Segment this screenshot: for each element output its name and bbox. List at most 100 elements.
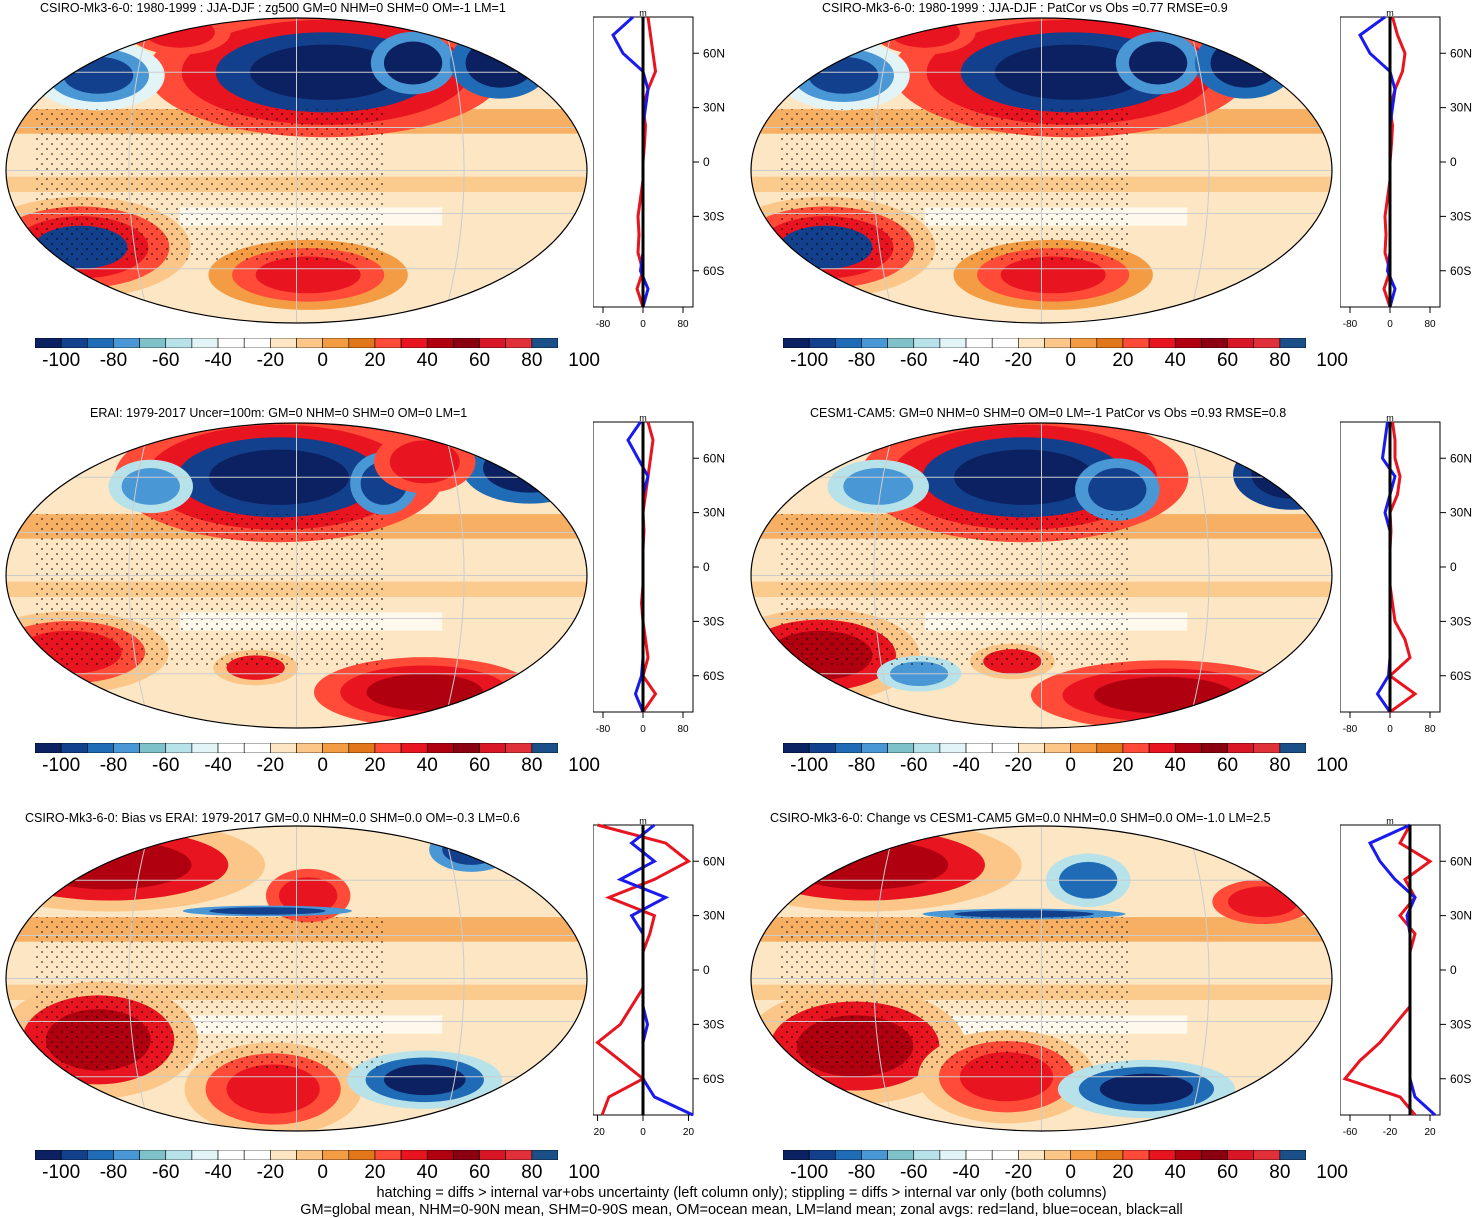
- colorbar-tick-label: -60: [900, 755, 928, 776]
- zonal-lat-label: 60S: [1450, 264, 1471, 278]
- colorbar-swatch: [887, 743, 915, 753]
- colorbar-tick-label: -100: [42, 1162, 81, 1183]
- stippling: [34, 109, 384, 263]
- zonal-lat-label: 30S: [1450, 1017, 1471, 1031]
- stippling: [779, 917, 1129, 1071]
- zonal-ocean-line: [1367, 823, 1437, 1117]
- colorbar-tick-label: 20: [1112, 350, 1134, 371]
- colorbar-tick-label: -20: [256, 755, 285, 776]
- colorbar-tick-label: -20: [1004, 755, 1033, 776]
- colorbar-swatch: [861, 743, 888, 753]
- colorbar-swatch: [348, 743, 376, 753]
- colorbar-swatch: [834, 743, 862, 753]
- colorbar-tick-label: 40: [1164, 350, 1186, 371]
- zonal-lat-label: 30N: [1450, 909, 1472, 923]
- zonal-lat-label: 60N: [703, 854, 725, 868]
- colorbar-swatch: [165, 743, 193, 753]
- zonal-unit: m: [1386, 413, 1394, 423]
- panel-title: ERAI: 1979-2017 Uncer=100m: GM=0 NHM=0 S…: [90, 406, 468, 420]
- colorbar-tick-label: 0: [317, 350, 328, 371]
- colorbar-tick-label: -40: [952, 1162, 980, 1183]
- field-anomaly: [1000, 256, 1106, 294]
- footer-line2: GM=global mean, NHM=0-90N mean, SHM=0-90…: [300, 1202, 1183, 1218]
- colorbar-tick-label: -20: [256, 1162, 285, 1183]
- zonal-lat-label: 30S: [703, 209, 724, 223]
- colorbar-tick-label: 80: [1269, 350, 1291, 371]
- zonal-lat-label: 60N: [1450, 46, 1472, 60]
- colorbar-swatch: [217, 743, 245, 753]
- zonal-x-tick-label: -80: [1343, 319, 1358, 327]
- colorbar-swatch: [531, 1150, 558, 1160]
- colorbar-swatch: [1122, 1150, 1150, 1160]
- field-anomaly: [389, 440, 460, 484]
- zonal-x-tick-label: 0: [640, 319, 646, 327]
- colorbar-swatch: [374, 1150, 402, 1160]
- zonal-lat-label: 0: [1450, 155, 1457, 169]
- field-anomaly: [121, 468, 180, 505]
- map-plot: [750, 825, 1333, 1132]
- zonal-mean-plot: 60N 30N 0 30S 60S -80 0 80 m: [593, 413, 725, 732]
- stippling: [779, 109, 1129, 263]
- colorbar-tick-label: 100: [1316, 350, 1348, 371]
- zonal-lat-label: 30S: [703, 614, 724, 628]
- colorbar-tick-label: 100: [1316, 1162, 1348, 1183]
- colorbar-tick-label: -40: [204, 350, 232, 371]
- colorbar-tick-label: 20: [364, 755, 386, 776]
- zonal-x-tick-label: 0: [640, 1127, 646, 1135]
- colorbar-swatch: [400, 338, 428, 348]
- zonal-x-tick-label: 80: [677, 724, 689, 732]
- colorbar-swatch: [965, 338, 993, 348]
- colorbar-swatch: [348, 1150, 376, 1160]
- colorbar-swatch: [139, 1150, 167, 1160]
- zonal-x-tick-label: -20: [593, 1127, 605, 1135]
- zonal-lat-label: 0: [703, 155, 710, 169]
- colorbar-swatch: [1044, 338, 1071, 348]
- colorbar-swatch: [808, 338, 836, 348]
- zonal-x-tick-label: -20: [1383, 1127, 1398, 1135]
- colorbar-tick-label: -60: [900, 350, 928, 371]
- colorbar-tick-label: 20: [364, 350, 386, 371]
- zonal-land-line: [1387, 421, 1418, 714]
- colorbar-swatch: [1174, 743, 1202, 753]
- field-anomaly: [383, 1064, 466, 1096]
- field-anomaly: [1228, 886, 1299, 918]
- colorbar-tick-label: 100: [568, 755, 600, 776]
- colorbar-tick-label: 80: [521, 755, 543, 776]
- colorbar-tick-label: 60: [1216, 350, 1239, 371]
- colorbar-swatch: [426, 743, 454, 753]
- zonal-x-tick-label: 20: [1424, 1127, 1436, 1135]
- colorbar-tick-label: 60: [468, 1162, 491, 1183]
- colorbar-tick-label: 0: [1065, 350, 1076, 371]
- footer-line1: hatching = diffs > internal var+obs unce…: [376, 1185, 1107, 1201]
- colorbar-swatch: [113, 338, 140, 348]
- colorbar-swatch: [991, 1150, 1019, 1160]
- zonal-lat-label: 0: [1450, 963, 1457, 977]
- colorbar-labels: -100 -80 -60 -40 -20 0 20 40 60 80 100: [783, 1162, 1348, 1184]
- colorbar-swatch: [400, 1150, 428, 1160]
- zonal-x-tick-label: 0: [1387, 724, 1393, 732]
- colorbar-tick-label: 0: [1065, 1162, 1076, 1183]
- zonal-mean-plot: 60N 30N 0 30S 60S -80 0 80 m: [1340, 8, 1472, 327]
- zonal-lat-label: 30N: [703, 506, 725, 520]
- zonal-x-tick-label: 20: [683, 1127, 695, 1135]
- field-anomaly: [1099, 1073, 1194, 1105]
- colorbar-swatch: [60, 1150, 88, 1160]
- field-anomaly: [954, 910, 1094, 918]
- colorbar-swatch: [1122, 338, 1150, 348]
- field-anomaly: [255, 256, 361, 294]
- colorbar-swatch: [139, 338, 167, 348]
- colorbar-swatch: [834, 1150, 862, 1160]
- colorbar-swatch: [505, 1150, 533, 1160]
- panel-title: CSIRO-Mk3-6-0: 1980-1999 : JJA-DJF : zg5…: [40, 1, 506, 15]
- colorbar-tick-label: 40: [1164, 1162, 1186, 1183]
- panel-title: CSIRO-Mk3-6-0: Bias vs ERAI: 1979-2017 G…: [25, 811, 520, 825]
- field-anomaly: [808, 56, 879, 94]
- colorbar-swatch: [1122, 743, 1150, 753]
- colorbar-tick-label: -40: [204, 755, 232, 776]
- colorbar-swatch: [1227, 743, 1254, 753]
- zonal-x-tick-label: -80: [596, 319, 611, 327]
- zonal-lat-label: 60N: [703, 451, 725, 465]
- colorbar-swatch: [531, 338, 558, 348]
- colorbar-swatch: [1174, 338, 1202, 348]
- zonal-lat-label: 60S: [703, 1072, 724, 1086]
